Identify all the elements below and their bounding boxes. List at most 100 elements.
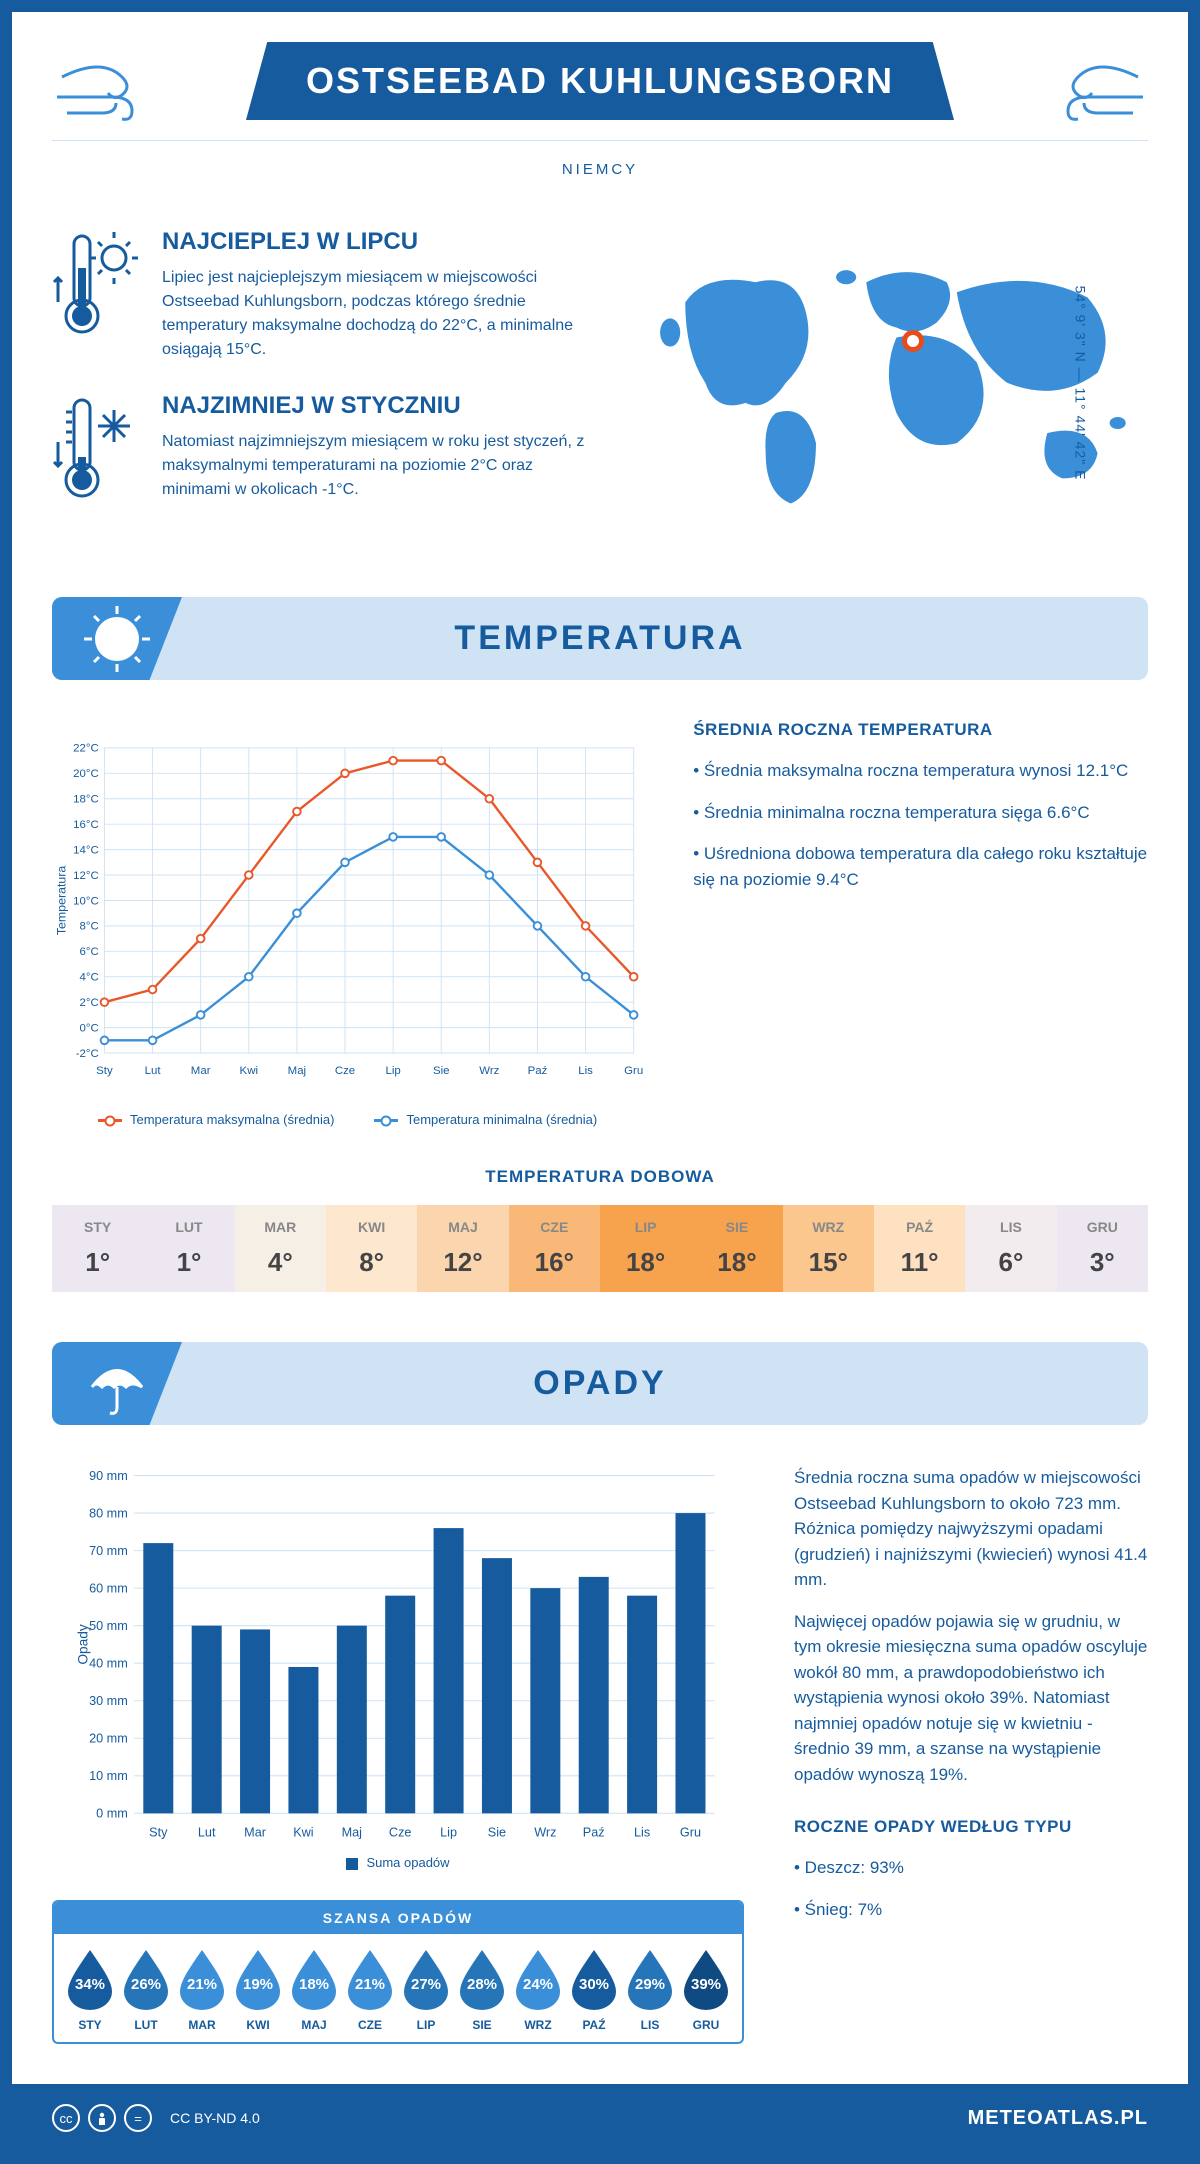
svg-text:Kwi: Kwi bbox=[240, 1065, 258, 1077]
daily-cell: WRZ15° bbox=[783, 1205, 874, 1292]
precip-rain: • Deszcz: 93% bbox=[794, 1855, 1148, 1881]
svg-text:90 mm: 90 mm bbox=[89, 1469, 128, 1483]
daily-cell: PAŹ11° bbox=[874, 1205, 965, 1292]
svg-text:8°C: 8°C bbox=[80, 921, 99, 933]
chance-item: 26% LUT bbox=[120, 1948, 172, 2032]
wind-icon-left bbox=[52, 47, 172, 132]
svg-text:Sty: Sty bbox=[96, 1065, 113, 1077]
chance-item: 27% LIP bbox=[400, 1948, 452, 2032]
svg-text:6°C: 6°C bbox=[80, 946, 99, 958]
hot-text: Lipiec jest najcieplejszym miesiącem w m… bbox=[162, 266, 605, 362]
daily-temp-title: TEMPERATURA DOBOWA bbox=[52, 1167, 1148, 1187]
svg-text:Opady: Opady bbox=[76, 1624, 91, 1665]
svg-text:0 mm: 0 mm bbox=[96, 1807, 128, 1821]
precip-info: Średnia roczna suma opadów w miejscowośc… bbox=[794, 1465, 1148, 2044]
svg-text:18°C: 18°C bbox=[73, 794, 99, 806]
precip-text2: Najwięcej opadów pojawia się w grudniu, … bbox=[794, 1609, 1148, 1788]
hot-block: NAJCIEPLEJ W LIPCU Lipiec jest najcieple… bbox=[52, 228, 605, 362]
precip-legend: Suma opadów bbox=[52, 1855, 744, 1870]
svg-text:Wrz: Wrz bbox=[479, 1065, 499, 1077]
svg-text:Lip: Lip bbox=[440, 1826, 457, 1840]
daily-cell: STY1° bbox=[52, 1205, 143, 1292]
cold-text: Natomiast najzimniejszym miesiącem w rok… bbox=[162, 430, 605, 502]
svg-text:30 mm: 30 mm bbox=[89, 1694, 128, 1708]
chance-item: 24% WRZ bbox=[512, 1948, 564, 2032]
svg-text:Mar: Mar bbox=[244, 1826, 266, 1840]
cc-icon: cc bbox=[52, 2104, 80, 2132]
daily-cell: CZE16° bbox=[509, 1205, 600, 1292]
chance-item: 21% CZE bbox=[344, 1948, 396, 2032]
world-map: 54° 9' 3" N — 11° 44' 42" E bbox=[645, 228, 1148, 537]
daily-cell: LUT1° bbox=[143, 1205, 234, 1292]
svg-text:Wrz: Wrz bbox=[534, 1826, 556, 1840]
page-title: OSTSEEBAD KUHLUNGSBORN bbox=[246, 42, 954, 120]
daily-cell: KWI8° bbox=[326, 1205, 417, 1292]
daily-cell: LIS6° bbox=[965, 1205, 1056, 1292]
precip-type-heading: ROCZNE OPADY WEDŁUG TYPU bbox=[794, 1817, 1148, 1837]
chance-item: 29% LIS bbox=[624, 1948, 676, 2032]
svg-text:10°C: 10°C bbox=[73, 895, 99, 907]
svg-text:60 mm: 60 mm bbox=[89, 1581, 128, 1595]
precip-title: OPADY bbox=[533, 1364, 666, 1402]
temperature-legend: .legend-swatch:nth-child(1)::after{borde… bbox=[52, 1112, 643, 1127]
header: OSTSEEBAD KUHLUNGSBORN NIEMCY bbox=[52, 12, 1148, 218]
location-marker bbox=[902, 330, 924, 352]
svg-text:Sie: Sie bbox=[433, 1065, 450, 1077]
daily-cell: MAJ12° bbox=[417, 1205, 508, 1292]
svg-text:Paź: Paź bbox=[583, 1826, 605, 1840]
footer-brand: METEOATLAS.PL bbox=[968, 2107, 1148, 2130]
svg-text:4°C: 4°C bbox=[80, 972, 99, 984]
temp-info-b1: • Średnia maksymalna roczna temperatura … bbox=[693, 758, 1148, 784]
svg-text:Gru: Gru bbox=[680, 1826, 701, 1840]
nd-icon: = bbox=[124, 2104, 152, 2132]
chance-item: 28% SIE bbox=[456, 1948, 508, 2032]
precip-bar-chart: 0 mm10 mm20 mm30 mm40 mm50 mm60 mm70 mm8… bbox=[52, 1465, 744, 2044]
footer: cc = CC BY-ND 4.0 METEOATLAS.PL bbox=[12, 2084, 1188, 2152]
svg-text:-2°C: -2°C bbox=[76, 1048, 99, 1060]
svg-text:Lut: Lut bbox=[145, 1065, 162, 1077]
by-icon bbox=[88, 2104, 116, 2132]
chance-title: SZANSA OPADÓW bbox=[54, 1902, 742, 1934]
thermometer-hot-icon bbox=[52, 228, 142, 362]
precip-text1: Średnia roczna suma opadów w miejscowośc… bbox=[794, 1465, 1148, 1593]
thermometer-cold-icon bbox=[52, 392, 142, 507]
chance-item: 30% PAŹ bbox=[568, 1948, 620, 2032]
svg-text:Lip: Lip bbox=[385, 1065, 400, 1077]
svg-text:Sty: Sty bbox=[149, 1826, 168, 1840]
svg-text:Gru: Gru bbox=[624, 1065, 643, 1077]
svg-text:50 mm: 50 mm bbox=[89, 1619, 128, 1633]
temperature-section-header: TEMPERATURA bbox=[52, 597, 1148, 680]
daily-cell: SIE18° bbox=[691, 1205, 782, 1292]
precip-snow: • Śnieg: 7% bbox=[794, 1897, 1148, 1923]
temp-info-b2: • Średnia minimalna roczna temperatura s… bbox=[693, 800, 1148, 826]
svg-text:Lis: Lis bbox=[634, 1826, 650, 1840]
svg-text:Lis: Lis bbox=[578, 1065, 593, 1077]
svg-text:12°C: 12°C bbox=[73, 870, 99, 882]
daily-cell: LIP18° bbox=[600, 1205, 691, 1292]
svg-text:2°C: 2°C bbox=[80, 997, 99, 1009]
sun-icon bbox=[52, 597, 182, 680]
svg-text:14°C: 14°C bbox=[73, 844, 99, 856]
svg-text:20 mm: 20 mm bbox=[89, 1731, 128, 1745]
chance-box: SZANSA OPADÓW 34% STY 26% LUT 21% MAR 19… bbox=[52, 1900, 744, 2044]
wind-icon-right bbox=[1028, 47, 1148, 132]
svg-text:22°C: 22°C bbox=[73, 743, 99, 755]
svg-text:Lut: Lut bbox=[198, 1826, 216, 1840]
daily-cell: MAR4° bbox=[235, 1205, 326, 1292]
cold-block: NAJZIMNIEJ W STYCZNIU Natomiast najzimni… bbox=[52, 392, 605, 507]
coordinates: 54° 9' 3" N — 11° 44' 42" E bbox=[1073, 285, 1089, 480]
cold-title: NAJZIMNIEJ W STYCZNIU bbox=[162, 392, 605, 420]
daily-temp-table: STY1°LUT1°MAR4°KWI8°MAJ12°CZE16°LIP18°SI… bbox=[52, 1205, 1148, 1292]
svg-text:16°C: 16°C bbox=[73, 819, 99, 831]
license: cc = CC BY-ND 4.0 bbox=[52, 2104, 260, 2132]
temperature-title: TEMPERATURA bbox=[454, 619, 745, 657]
svg-text:Paź: Paź bbox=[528, 1065, 548, 1077]
chance-item: 39% GRU bbox=[680, 1948, 732, 2032]
svg-text:Maj: Maj bbox=[342, 1826, 362, 1840]
svg-text:20°C: 20°C bbox=[73, 768, 99, 780]
chance-item: 34% STY bbox=[64, 1948, 116, 2032]
svg-text:10 mm: 10 mm bbox=[89, 1769, 128, 1783]
infographic-frame: OSTSEEBAD KUHLUNGSBORN NIEMCY bbox=[0, 0, 1200, 2164]
temp-info-b3: • Uśredniona dobowa temperatura dla całe… bbox=[693, 841, 1148, 892]
chance-item: 19% KWI bbox=[232, 1948, 284, 2032]
